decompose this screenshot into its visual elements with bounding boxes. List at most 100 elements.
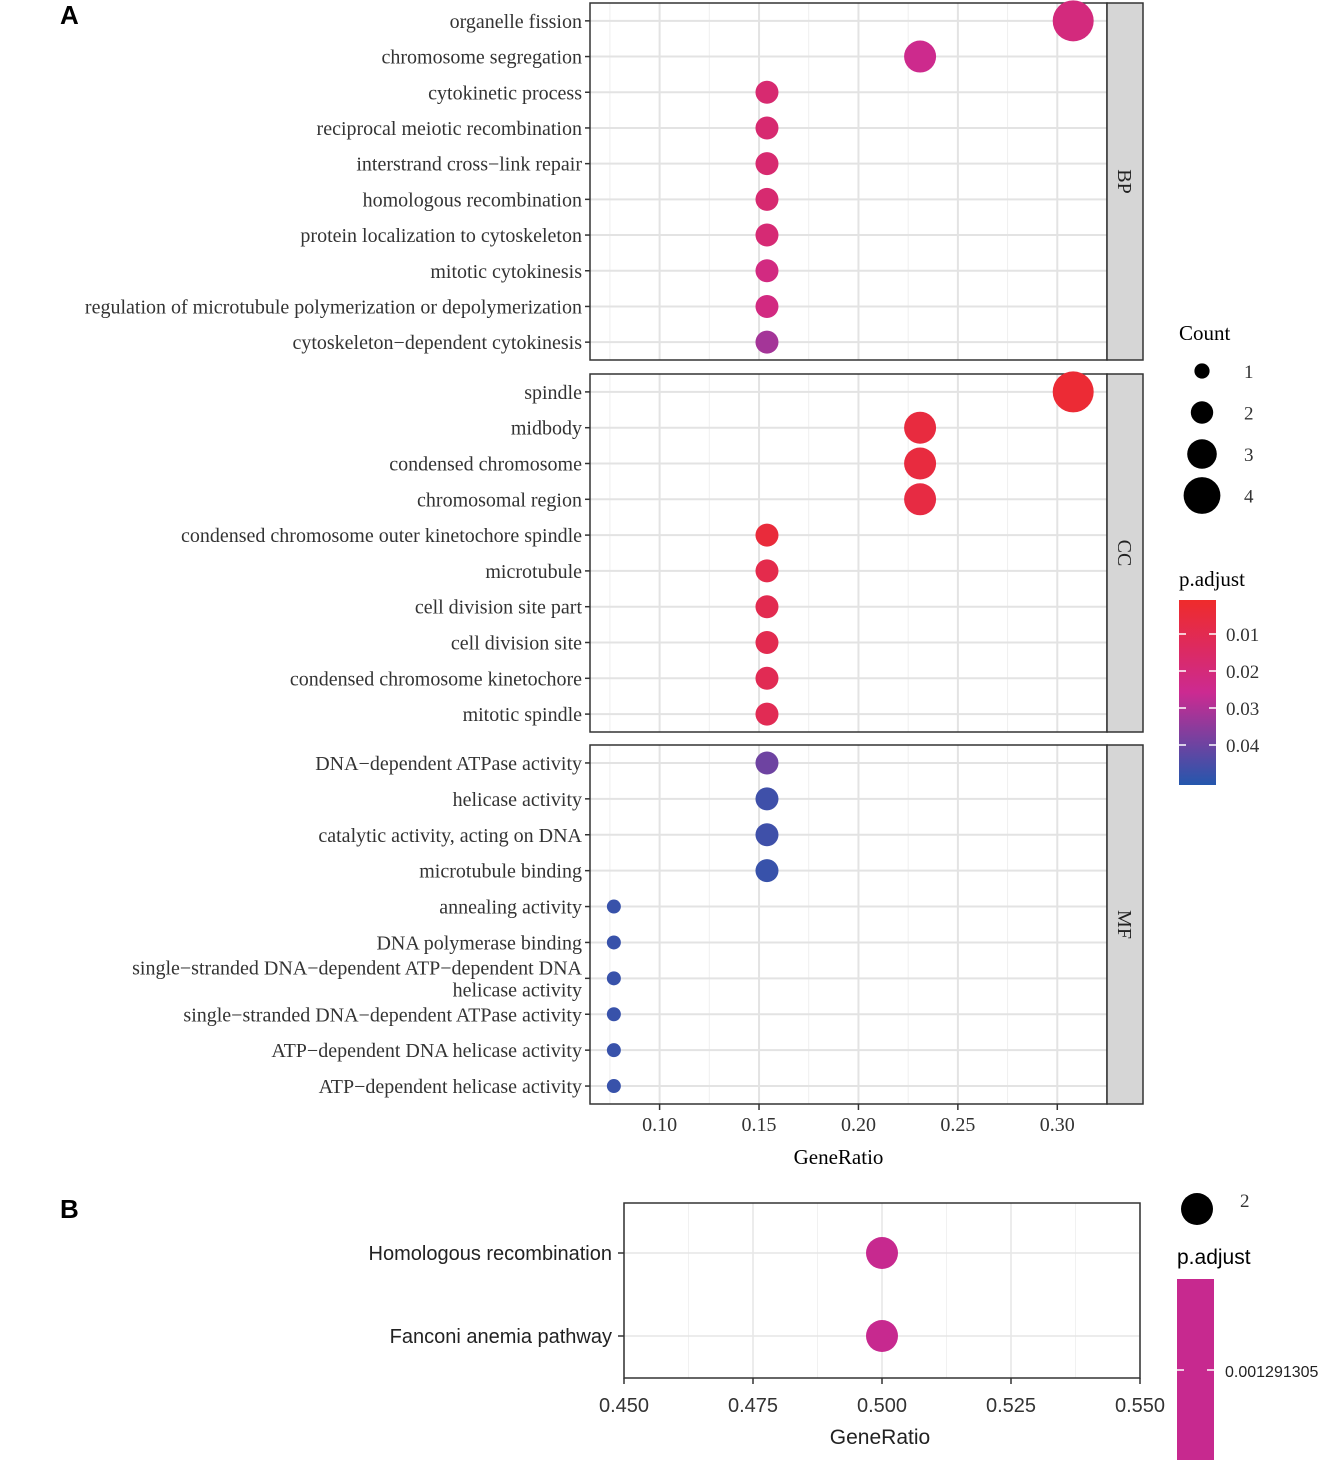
count-legend-label: 2 — [1244, 404, 1254, 425]
term-label: spindle — [524, 382, 582, 404]
term-label: condensed chromosome outer kinetochore s… — [181, 525, 582, 547]
term-point — [1052, 0, 1094, 42]
term-point — [755, 631, 779, 654]
term-label: regulation of microtubule polymerization… — [85, 296, 582, 318]
pathway-point — [866, 1237, 898, 1269]
term-label: mitotic cytokinesis — [430, 261, 582, 283]
count-legend-key — [1194, 363, 1210, 379]
term-point — [606, 1007, 621, 1022]
term-label: microtubule binding — [419, 861, 582, 883]
term-point — [606, 1079, 621, 1094]
term-point — [1052, 371, 1094, 413]
term-label: cell division site — [451, 633, 582, 655]
term-label: single−stranded DNA−dependent ATPase act… — [183, 1004, 582, 1026]
term-point — [755, 559, 779, 583]
x-tick-label: 0.525 — [986, 1395, 1036, 1417]
x-axis-title: GeneRatio — [830, 1426, 930, 1449]
facet-bp: BP organelle fission chromosome segregatio… — [85, 0, 1144, 361]
term-point — [904, 411, 937, 444]
x-tick-label: 0.475 — [728, 1395, 778, 1417]
term-label: homologous recombination — [363, 189, 582, 211]
term-label: helicase activity — [453, 789, 582, 811]
term-point — [755, 259, 779, 283]
pathway-label: Homologous recombination — [369, 1243, 612, 1265]
x-tick-label: 0.450 — [599, 1395, 649, 1417]
count-legend-key — [1190, 401, 1214, 424]
term-point — [755, 80, 779, 104]
colorbar-label: 0.02 — [1226, 662, 1259, 683]
term-point — [606, 971, 621, 986]
count-legend-label: 1 — [1244, 362, 1254, 383]
term-point — [755, 330, 779, 354]
term-point — [755, 152, 779, 176]
colorbar-label: 0.04 — [1226, 736, 1260, 757]
term-label: DNA polymerase binding — [376, 932, 582, 954]
term-point — [755, 751, 779, 775]
facet-strip — [1106, 744, 1144, 1105]
panel-b: Homologous recombination Fanconi anemia p… — [369, 1191, 1319, 1460]
term-label: helicase activity — [453, 979, 582, 1001]
term-point — [755, 187, 779, 211]
term-label: mitotic spindle — [463, 704, 583, 726]
term-point — [606, 1043, 621, 1058]
term-point — [606, 899, 621, 914]
term-point — [606, 935, 621, 950]
facet-strip — [1106, 2, 1144, 361]
x-tick-label: 0.500 — [857, 1395, 907, 1417]
term-point — [755, 859, 779, 883]
pathway-point — [866, 1320, 898, 1352]
term-label: midbody — [511, 418, 582, 440]
term-label: chromosome segregation — [382, 47, 583, 69]
panel-label-a: A — [60, 0, 79, 30]
term-point — [904, 483, 937, 516]
term-label: cytokinetic process — [428, 82, 582, 104]
x-axis-title: GeneRatio — [794, 1145, 884, 1169]
term-label: single−stranded DNA−dependent ATP−depend… — [132, 957, 582, 979]
panel-a: BP organelle fission chromosome segregatio… — [85, 0, 1260, 1169]
count-legend-title: Count — [1179, 321, 1231, 345]
padjust-colorbar — [1179, 600, 1216, 785]
term-point — [755, 523, 779, 547]
term-label: ATP−dependent DNA helicase activity — [271, 1040, 582, 1062]
facet-strip-label: BP — [1113, 169, 1135, 193]
facet-strip-label: MF — [1113, 910, 1135, 939]
term-point — [755, 787, 779, 811]
x-tick-label: 0.30 — [1040, 1114, 1075, 1136]
x-tick-label: 0.25 — [940, 1114, 975, 1136]
term-label: catalytic activity, acting on DNA — [318, 825, 582, 847]
term-label: annealing activity — [439, 897, 582, 919]
term-label: interstrand cross−link repair — [356, 154, 582, 176]
x-tick-label: 0.550 — [1115, 1395, 1165, 1417]
term-label: chromosomal region — [417, 489, 582, 511]
term-label: ATP−dependent helicase activity — [319, 1076, 582, 1098]
count-legend-key — [1183, 477, 1221, 514]
term-point — [755, 116, 779, 140]
term-label: DNA−dependent ATPase activity — [315, 753, 582, 775]
x-tick-label: 0.10 — [642, 1114, 677, 1136]
term-label: reciprocal meiotic recombination — [317, 118, 582, 140]
term-label: organelle fission — [450, 11, 582, 33]
term-label: condensed chromosome kinetochore — [290, 668, 582, 690]
facet-strip — [1106, 373, 1144, 733]
term-point — [755, 223, 779, 247]
term-label: protein localization to cytoskeleton — [300, 225, 582, 247]
pathway-label: Fanconi anemia pathway — [390, 1326, 612, 1348]
term-point — [755, 666, 779, 690]
count-legend-label: 3 — [1244, 445, 1254, 466]
facet-strip-label: CC — [1113, 540, 1135, 567]
term-point — [755, 823, 779, 847]
colorbar-label: 0.03 — [1226, 699, 1259, 720]
x-tick-label: 0.15 — [742, 1114, 777, 1136]
facet-mf: MF DNA−dependent ATPase activity helicase … — [132, 744, 1144, 1105]
colorbar-label: 0.01 — [1226, 625, 1259, 646]
term-label: cytoskeleton−dependent cytokinesis — [292, 332, 582, 354]
count-legend-key — [1181, 1193, 1213, 1225]
term-point — [904, 40, 937, 73]
count-legend-label: 2 — [1240, 1191, 1250, 1212]
term-point — [904, 447, 937, 480]
facet-cc: CC spindle midbody condensed chromosome chro… — [181, 371, 1144, 733]
term-label: condensed chromosome — [389, 454, 582, 476]
padjust-legend-title: p.adjust — [1177, 1246, 1251, 1269]
x-tick-label: 0.20 — [841, 1114, 876, 1136]
